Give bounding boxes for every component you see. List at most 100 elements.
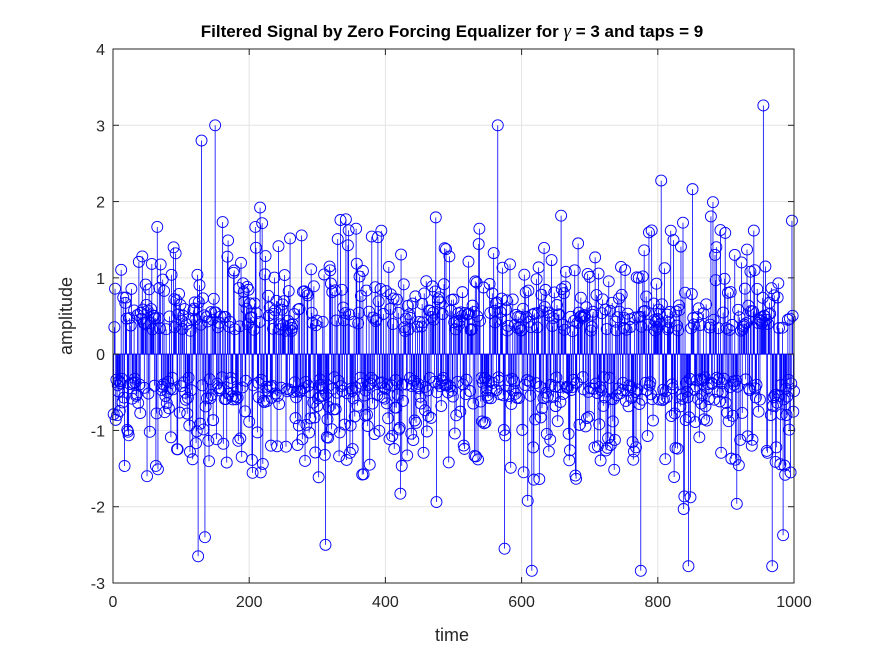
stem-marker	[748, 264, 761, 277]
stem-marker	[604, 304, 617, 317]
stem-marker	[165, 268, 178, 281]
stem-marker	[522, 284, 535, 297]
stem-marker	[243, 415, 256, 428]
stem-marker	[613, 292, 625, 305]
stem-marker	[677, 216, 689, 229]
stem-marker	[124, 319, 137, 332]
stem-marker	[521, 374, 533, 387]
stem-marker	[145, 257, 158, 270]
stem-marker	[724, 286, 737, 299]
stem-marker	[488, 304, 501, 317]
stem-marker	[487, 247, 500, 260]
stem-marker	[718, 272, 731, 285]
stem-marker	[338, 418, 351, 431]
stem-marker	[489, 316, 501, 329]
stem-marker	[296, 433, 309, 446]
stem-marker	[493, 374, 506, 387]
stem-marker	[292, 419, 305, 432]
y-tick-label: 2	[96, 195, 105, 212]
stem-marker	[109, 282, 121, 295]
stem-marker	[334, 214, 347, 226]
stem-marker	[235, 256, 247, 269]
stem-marker	[572, 237, 585, 250]
stem-marker	[603, 371, 616, 384]
stem-marker	[154, 322, 166, 335]
stem-marker	[137, 317, 150, 329]
stem-marker	[243, 297, 256, 310]
x-axis-label: time	[435, 625, 469, 645]
stem-marker	[559, 265, 572, 278]
stem-marker	[740, 317, 753, 330]
stem-marker	[775, 408, 788, 421]
stem-marker	[630, 441, 642, 454]
stem-marker	[752, 405, 765, 418]
stem-marker	[469, 275, 482, 288]
stem-marker	[333, 450, 346, 463]
stem-marker	[170, 294, 183, 307]
stem-marker	[641, 430, 654, 442]
stem-marker	[540, 427, 553, 440]
stem-marker	[410, 416, 422, 429]
stem-marker	[431, 293, 444, 306]
stem-marker	[499, 303, 512, 316]
stem-marker	[514, 310, 527, 323]
stem-marker	[353, 270, 366, 283]
stem-marker	[115, 372, 128, 385]
stem-marker	[735, 256, 748, 269]
stem-marker	[533, 473, 546, 486]
stem-marker	[433, 296, 446, 309]
stem-marker	[321, 413, 334, 426]
stem-marker	[202, 434, 215, 447]
y-tick-label: -2	[91, 500, 105, 517]
stem-marker	[594, 454, 607, 467]
stem-marker	[532, 261, 545, 274]
stem-marker	[169, 321, 181, 334]
stem-marker	[339, 213, 352, 226]
stem-marker	[516, 423, 529, 436]
stem-marker	[681, 385, 694, 398]
stem-marker	[647, 297, 660, 310]
stem-marker	[564, 444, 576, 457]
stem-marker	[773, 322, 785, 334]
stem-marker	[111, 379, 124, 392]
stem-marker	[115, 263, 128, 276]
stem-marker	[673, 303, 686, 316]
stem-marker	[657, 392, 670, 405]
stem-marker	[293, 302, 306, 315]
chart-title: Filtered Signal by Zero Forcing Equalize…	[201, 21, 704, 42]
stem-marker	[365, 372, 378, 384]
stem-marker	[272, 240, 285, 253]
stem-marker	[442, 456, 455, 469]
stem-marker	[269, 304, 282, 317]
stem-marker	[163, 310, 176, 323]
stem-marker	[429, 285, 442, 298]
stem-marker	[181, 407, 194, 420]
stem-marker	[298, 285, 311, 298]
stem-marker	[371, 231, 384, 244]
stem-marker	[194, 417, 207, 430]
stem-marker	[617, 321, 630, 334]
stem-marker	[512, 392, 525, 404]
stem-marker	[618, 312, 631, 325]
stem-marker	[281, 385, 294, 398]
stem-marker	[286, 322, 299, 334]
stem-marker	[780, 409, 793, 421]
y-axis-label: amplitude	[56, 277, 76, 355]
stem-marker	[303, 426, 316, 439]
y-tick-label: -1	[91, 423, 105, 440]
stem-marker	[530, 273, 543, 286]
stem-marker	[309, 446, 322, 459]
stem-marker	[580, 301, 593, 314]
stem-marker	[414, 390, 427, 403]
stem-marker	[638, 304, 651, 317]
stem-marker	[448, 427, 461, 440]
stem-marker	[563, 454, 576, 467]
stem-marker	[422, 410, 435, 423]
stem-marker	[193, 279, 206, 292]
stem-marker	[395, 459, 408, 472]
stem-marker	[394, 487, 407, 500]
stem-marker	[220, 456, 233, 469]
stem-marker	[122, 425, 134, 438]
stem-marker	[119, 291, 132, 304]
stem-marker	[675, 388, 688, 401]
